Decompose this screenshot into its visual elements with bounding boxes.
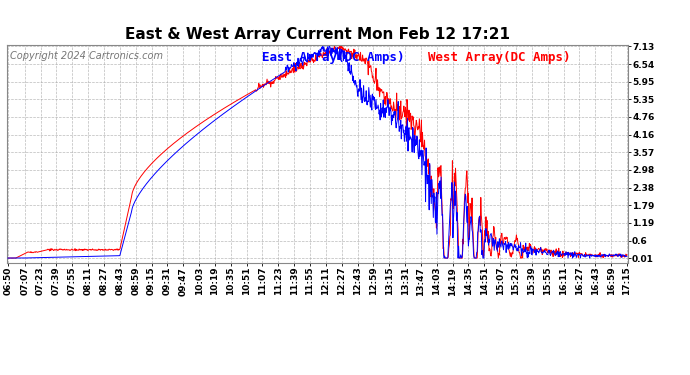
Text: West Array(DC Amps): West Array(DC Amps) xyxy=(428,51,571,64)
Text: Copyright 2024 Cartronics.com: Copyright 2024 Cartronics.com xyxy=(10,51,164,61)
Title: East & West Array Current Mon Feb 12 17:21: East & West Array Current Mon Feb 12 17:… xyxy=(125,27,510,42)
Text: East Array(DC Amps): East Array(DC Amps) xyxy=(262,51,405,64)
